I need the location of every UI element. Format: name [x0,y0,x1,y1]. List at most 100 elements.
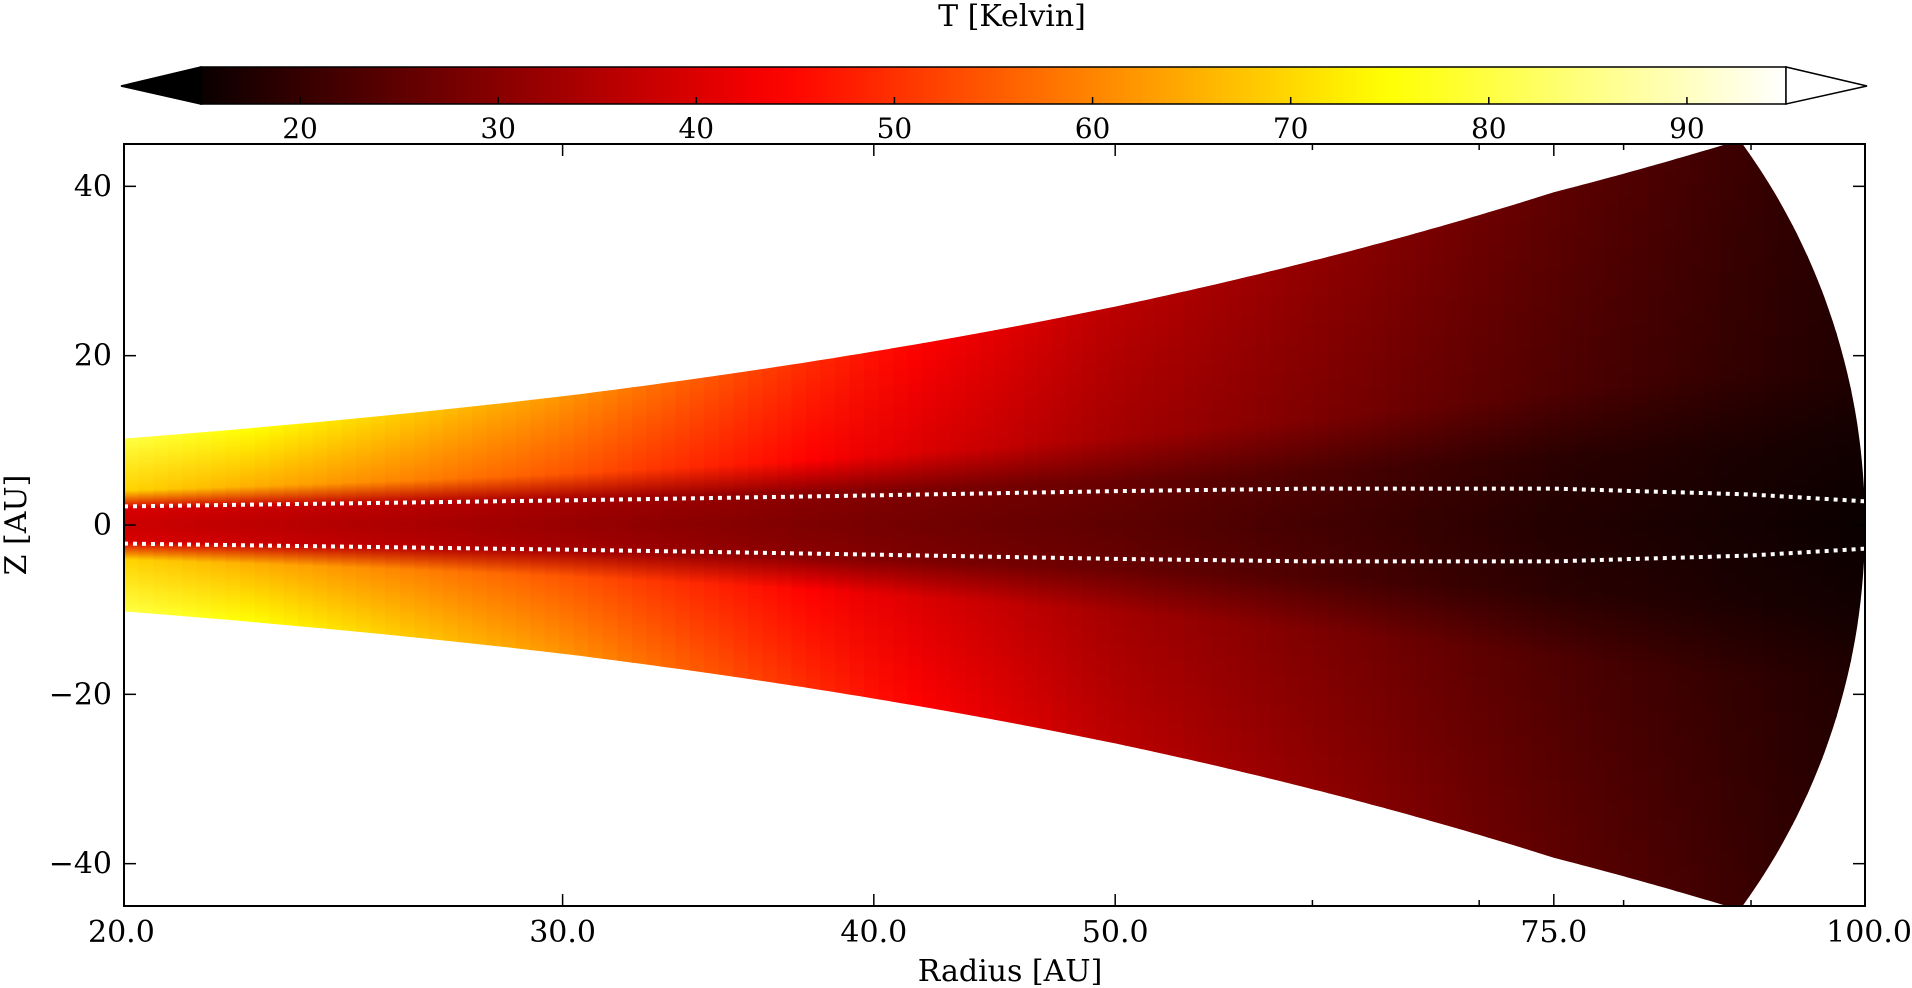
temperature-column [849,144,865,906]
temperature-column [863,144,880,906]
temperature-column [718,144,735,906]
temperature-column [733,144,749,906]
temperature-column [776,144,793,906]
temperature-column [269,144,285,906]
temperature-column [631,144,648,906]
y-tick-label: −40 [49,847,112,882]
temperature-column [298,144,314,906]
temperature-column [1415,144,1431,906]
y-tick-label: −20 [49,677,112,712]
temperature-column [1212,144,1228,906]
temperature-column [1081,144,1098,906]
temperature-column [1284,144,1301,906]
x-tick-label: 50.0 [1082,915,1149,950]
temperature-column [1473,144,1489,906]
temperature-column [1313,144,1330,906]
temperature-column [283,144,300,906]
temperature-column [878,144,894,906]
temperature-column [1734,144,1750,906]
temperature-column [341,144,358,906]
x-tick-label: 75.0 [1520,915,1587,950]
temperature-column [660,144,677,906]
temperature-column [1574,144,1591,906]
temperature-column [1502,144,1518,906]
x-axis-ticks: 20.0 30.0 40.0 50.0 75.0 100.0 [88,144,1912,950]
temperature-column [704,144,720,906]
temperature-column [559,144,575,906]
contour-line-upper [124,486,1865,509]
temperature-column [544,144,561,906]
temperature-column [240,144,256,906]
temperature-column [689,144,706,906]
x-tick-label: 100.0 [1826,915,1912,950]
temperature-column [1139,144,1156,906]
temperature-column [820,144,836,906]
temperature-column [1487,144,1504,906]
temperature-column [1705,144,1721,906]
temperature-column [1241,144,1257,906]
temperature-column [936,144,952,906]
y-tick-label: 0 [93,508,112,543]
temperature-column [675,144,691,906]
temperature-column [1270,144,1286,906]
temperature-column [1763,144,1779,906]
temperature-column [762,144,778,906]
temperature-column [805,144,822,906]
temperature-column [1009,144,1025,906]
temperature-column [747,144,764,906]
temperature-column [385,144,401,906]
temperature-column [1676,144,1692,906]
temperature-column [980,144,996,906]
colorbar-tick-label: 60 [1075,112,1111,145]
temperature-column [1618,144,1634,906]
colorbar-tick-label: 90 [1669,112,1705,145]
colorbar-tick-label: 70 [1273,112,1309,145]
temperature-column [501,144,517,906]
colorbar: T [Kelvin] 20 30 40 50 60 70 80 90 [120,0,1868,145]
temperature-column [1603,144,1620,906]
temperature-column [1560,144,1576,906]
temperature-column [1807,144,1823,906]
colorbar-tick-label: 80 [1471,112,1507,145]
temperature-column [907,144,923,906]
disk-temperature-field [124,144,1865,906]
temperature-column [1748,144,1765,906]
temperature-column [457,144,474,906]
plot-axes: 20.0 30.0 40.0 50.0 75.0 100.0 −40 −20 0 20 40 Ra… [0,143,1912,988]
temperature-column [1647,144,1663,906]
temperature-column [965,144,981,906]
temperature-column [573,144,590,906]
temperature-column [1125,144,1141,906]
temperature-column [1255,144,1272,906]
contour-line-lower [124,541,1865,564]
temperature-column [1458,144,1475,906]
temperature-column [646,144,662,906]
temperature-column [399,144,416,906]
colorbar-tick-label: 40 [678,112,714,145]
temperature-column [1197,144,1214,906]
colorbar-label: T [Kelvin] [938,0,1086,34]
colorbar-max-extend [1785,66,1868,105]
temperature-column [1661,144,1678,906]
temperature-column [1836,144,1852,906]
temperature-column [1632,144,1649,906]
colorbar-min-extend [120,66,202,105]
temperature-column [153,144,169,906]
temperature-column [834,144,851,906]
colorbar-tick-label: 20 [282,112,318,145]
temperature-column [994,144,1010,906]
temperature-column [951,144,967,906]
temperature-column [515,144,532,906]
temperature-column [1110,144,1127,906]
temperature-column [182,144,198,906]
temperature-column [1371,144,1388,906]
temperature-column [1168,144,1185,906]
temperature-column [1690,144,1707,906]
temperature-column [1328,144,1344,906]
temperature-column [602,144,619,906]
temperature-column [1038,144,1054,906]
x-tick-label: 20.0 [88,915,155,950]
temperature-column [1777,144,1794,906]
colorbar-ticks: 20 30 40 50 60 70 80 90 [282,97,1705,145]
